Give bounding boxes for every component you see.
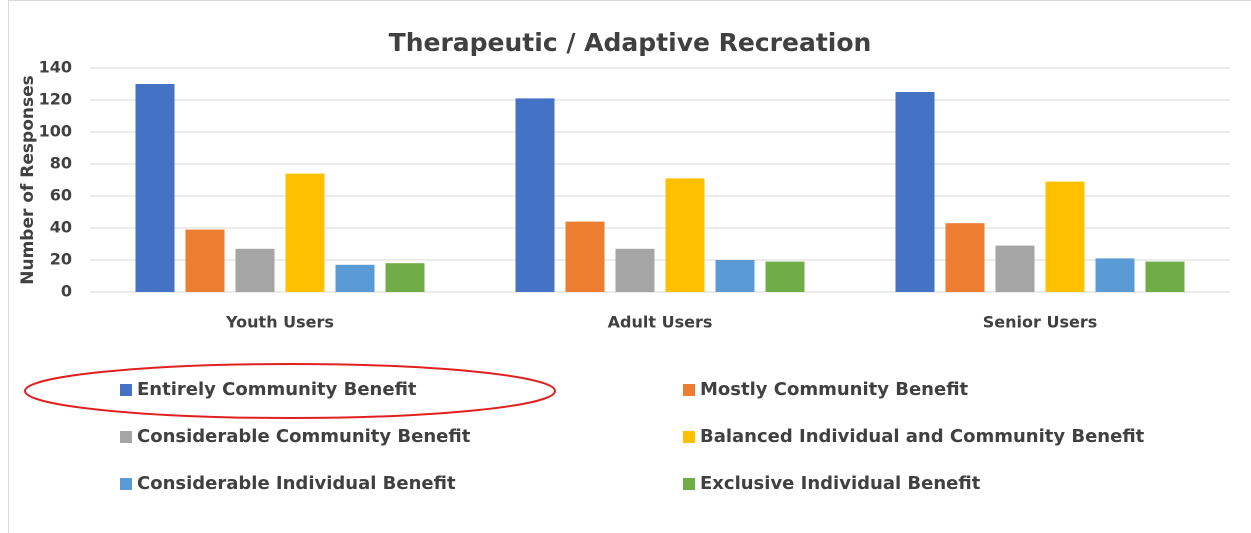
legend-label: Balanced Individual and Community Benefi… bbox=[700, 426, 1145, 447]
bar bbox=[135, 84, 175, 292]
legend-swatch bbox=[120, 431, 132, 443]
bar bbox=[515, 98, 555, 293]
legend-label: Mostly Community Benefit bbox=[700, 379, 969, 400]
bar bbox=[1095, 258, 1135, 292]
bar bbox=[235, 248, 275, 292]
y-axis-label: Number of Responses bbox=[18, 75, 38, 285]
bar bbox=[615, 248, 655, 292]
bar bbox=[1145, 261, 1185, 292]
y-tick-label: 20 bbox=[50, 250, 72, 269]
legend-label: Considerable Community Benefit bbox=[137, 426, 471, 447]
bar bbox=[665, 178, 705, 292]
y-tick-label: 140 bbox=[39, 58, 72, 77]
bar bbox=[945, 223, 985, 292]
legend-swatch bbox=[683, 478, 695, 490]
legend-swatch bbox=[120, 384, 132, 396]
y-tick-label: 100 bbox=[39, 122, 72, 141]
chart-title: Therapeutic / Adaptive Recreation bbox=[389, 28, 872, 57]
y-tick-label: 120 bbox=[39, 90, 72, 109]
bar bbox=[385, 263, 425, 292]
y-tick-label: 0 bbox=[61, 282, 72, 301]
bar bbox=[895, 92, 935, 292]
y-tick-label: 80 bbox=[50, 154, 72, 173]
legend-swatch bbox=[120, 478, 132, 490]
bar bbox=[335, 264, 375, 292]
legend-label: Exclusive Individual Benefit bbox=[700, 473, 981, 494]
bar bbox=[185, 229, 225, 292]
y-tick-label: 60 bbox=[50, 186, 72, 205]
legend-swatch bbox=[683, 384, 695, 396]
x-tick-label: Youth Users bbox=[225, 313, 334, 332]
bar bbox=[765, 261, 805, 292]
bar bbox=[1045, 181, 1085, 292]
bar bbox=[565, 221, 605, 292]
bar bbox=[995, 245, 1035, 292]
legend-swatch bbox=[683, 431, 695, 443]
y-tick-label: 40 bbox=[50, 218, 72, 237]
legend-label: Entirely Community Benefit bbox=[137, 379, 417, 400]
x-tick-label: Adult Users bbox=[608, 313, 713, 332]
bar bbox=[715, 260, 755, 292]
highlight-ellipse bbox=[24, 363, 556, 419]
legend-label: Considerable Individual Benefit bbox=[137, 473, 456, 494]
bar bbox=[285, 173, 325, 292]
x-tick-label: Senior Users bbox=[983, 313, 1097, 332]
